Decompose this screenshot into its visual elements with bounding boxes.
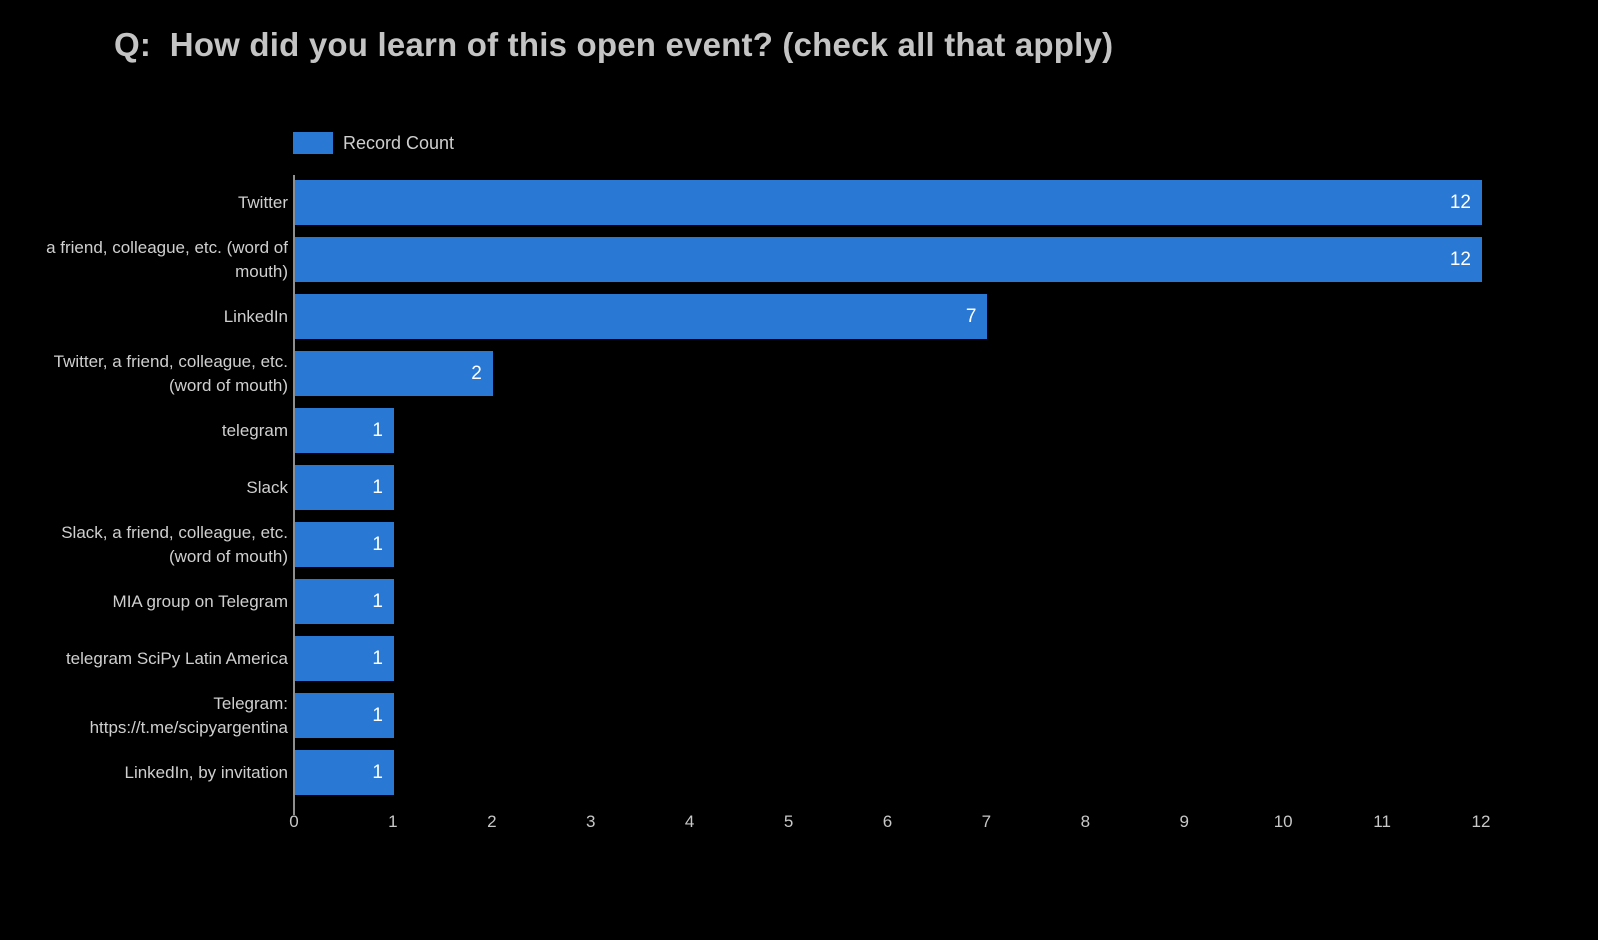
category-label: LinkedIn, by invitation [124, 762, 289, 782]
bar-value-label: 2 [471, 362, 482, 384]
chart-title: Q: How did you learn of this open event?… [114, 26, 1114, 63]
legend-label: Record Count [343, 132, 455, 153]
bar-row: LinkedIn, by invitation 1 [0, 744, 1598, 801]
bar-area: 7 [291, 294, 1598, 339]
category-label: Twitter [237, 192, 288, 212]
category-label: LinkedIn [223, 306, 288, 326]
x-axis-tick-label: 9 [1179, 812, 1189, 831]
bar-area: 1 [291, 579, 1598, 624]
x-axis-tick-label: 5 [783, 812, 794, 831]
bar-row: MIA group on Telegram 1 [0, 573, 1598, 630]
x-axis-tick-label: 6 [882, 812, 893, 831]
bar-value-label: 7 [965, 305, 977, 327]
bar-area: 1 [291, 522, 1598, 567]
bar-area: 1 [291, 750, 1598, 795]
bar-area: 1 [291, 693, 1598, 738]
bar-value-label: 1 [372, 533, 383, 555]
category-label: MIA group on Telegram [112, 591, 288, 611]
bar[interactable]: 1 [295, 465, 394, 510]
bar-row: Telegram: https://t.me/scipyargentina 1 [0, 687, 1598, 744]
x-axis-tick-label: 12 [1471, 812, 1491, 831]
bar[interactable]: 1 [295, 522, 394, 567]
legend-swatch-icon [293, 132, 333, 154]
x-axis-tick-label: 0 [289, 812, 299, 831]
category-label: Telegram: https://t.me/scipyargentina [89, 693, 288, 737]
bar[interactable]: 2 [295, 351, 493, 396]
bar-row: Slack 1 [0, 459, 1598, 516]
bar-row: telegram 1 [0, 402, 1598, 459]
bar-area: 1 [291, 408, 1598, 453]
x-axis-tick-label: 3 [586, 812, 596, 831]
category-label: telegram SciPy Latin America [65, 648, 288, 668]
bar-area: 1 [291, 465, 1598, 510]
category-label: telegram [221, 420, 288, 440]
bar-value-label: 1 [372, 476, 383, 498]
x-axis-tick-label: 4 [684, 812, 695, 831]
bar[interactable]: 1 [295, 636, 394, 681]
bar-area: 1 [291, 636, 1598, 681]
bar[interactable]: 1 [295, 579, 394, 624]
bar-value-label: 12 [1449, 248, 1471, 270]
bar-row: LinkedIn 7 [0, 288, 1598, 345]
bar-value-label: 1 [372, 647, 383, 669]
bar-row: Twitter 12 [0, 174, 1598, 231]
bar[interactable]: 1 [295, 408, 394, 453]
y-axis-line [293, 175, 295, 815]
x-axis-tick-label: 7 [981, 812, 992, 831]
category-label: Slack [246, 477, 288, 497]
bar[interactable]: 7 [295, 294, 988, 339]
x-axis-tick-label: 11 [1373, 812, 1391, 831]
bar-value-label: 12 [1449, 191, 1471, 213]
x-axis-tick-label: 10 [1273, 812, 1293, 831]
bar-row: Slack, a friend, colleague, etc. (word o… [0, 516, 1598, 573]
bar-row: telegram SciPy Latin America 1 [0, 630, 1598, 687]
bar-value-label: 1 [372, 590, 383, 612]
bar-area: 12 [291, 180, 1598, 225]
bar[interactable]: 1 [295, 750, 394, 795]
bar-value-label: 1 [372, 704, 383, 726]
x-axis-tick-label: 1 [388, 812, 398, 831]
bar-row: Twitter, a friend, colleague, etc. (word… [0, 345, 1598, 402]
category-label: Slack, a friend, colleague, etc. (word o… [61, 522, 288, 566]
bar-value-label: 1 [372, 419, 383, 441]
bar[interactable]: 12 [295, 237, 1482, 282]
x-axis-tick-label: 2 [487, 812, 497, 831]
category-label: a friend, colleague, etc. (word of mouth… [46, 237, 288, 281]
bar[interactable]: 1 [295, 693, 394, 738]
x-axis: 0 1 2 3 4 5 6 7 8 9 10 11 12 [0, 812, 1598, 838]
bar[interactable]: 12 [295, 180, 1482, 225]
bar-value-label: 1 [372, 761, 383, 783]
bar-area: 2 [291, 351, 1598, 396]
legend: Record Count [293, 132, 454, 154]
bar-rows: Twitter 12 a friend, colleague, etc. (word… [0, 174, 1598, 801]
bar-area: 12 [291, 237, 1598, 282]
category-label: Twitter, a friend, colleague, etc. (word… [53, 351, 288, 395]
bar-row: a friend, colleague, etc. (word of mouth… [0, 231, 1598, 288]
x-axis-tick-label: 8 [1080, 812, 1091, 831]
